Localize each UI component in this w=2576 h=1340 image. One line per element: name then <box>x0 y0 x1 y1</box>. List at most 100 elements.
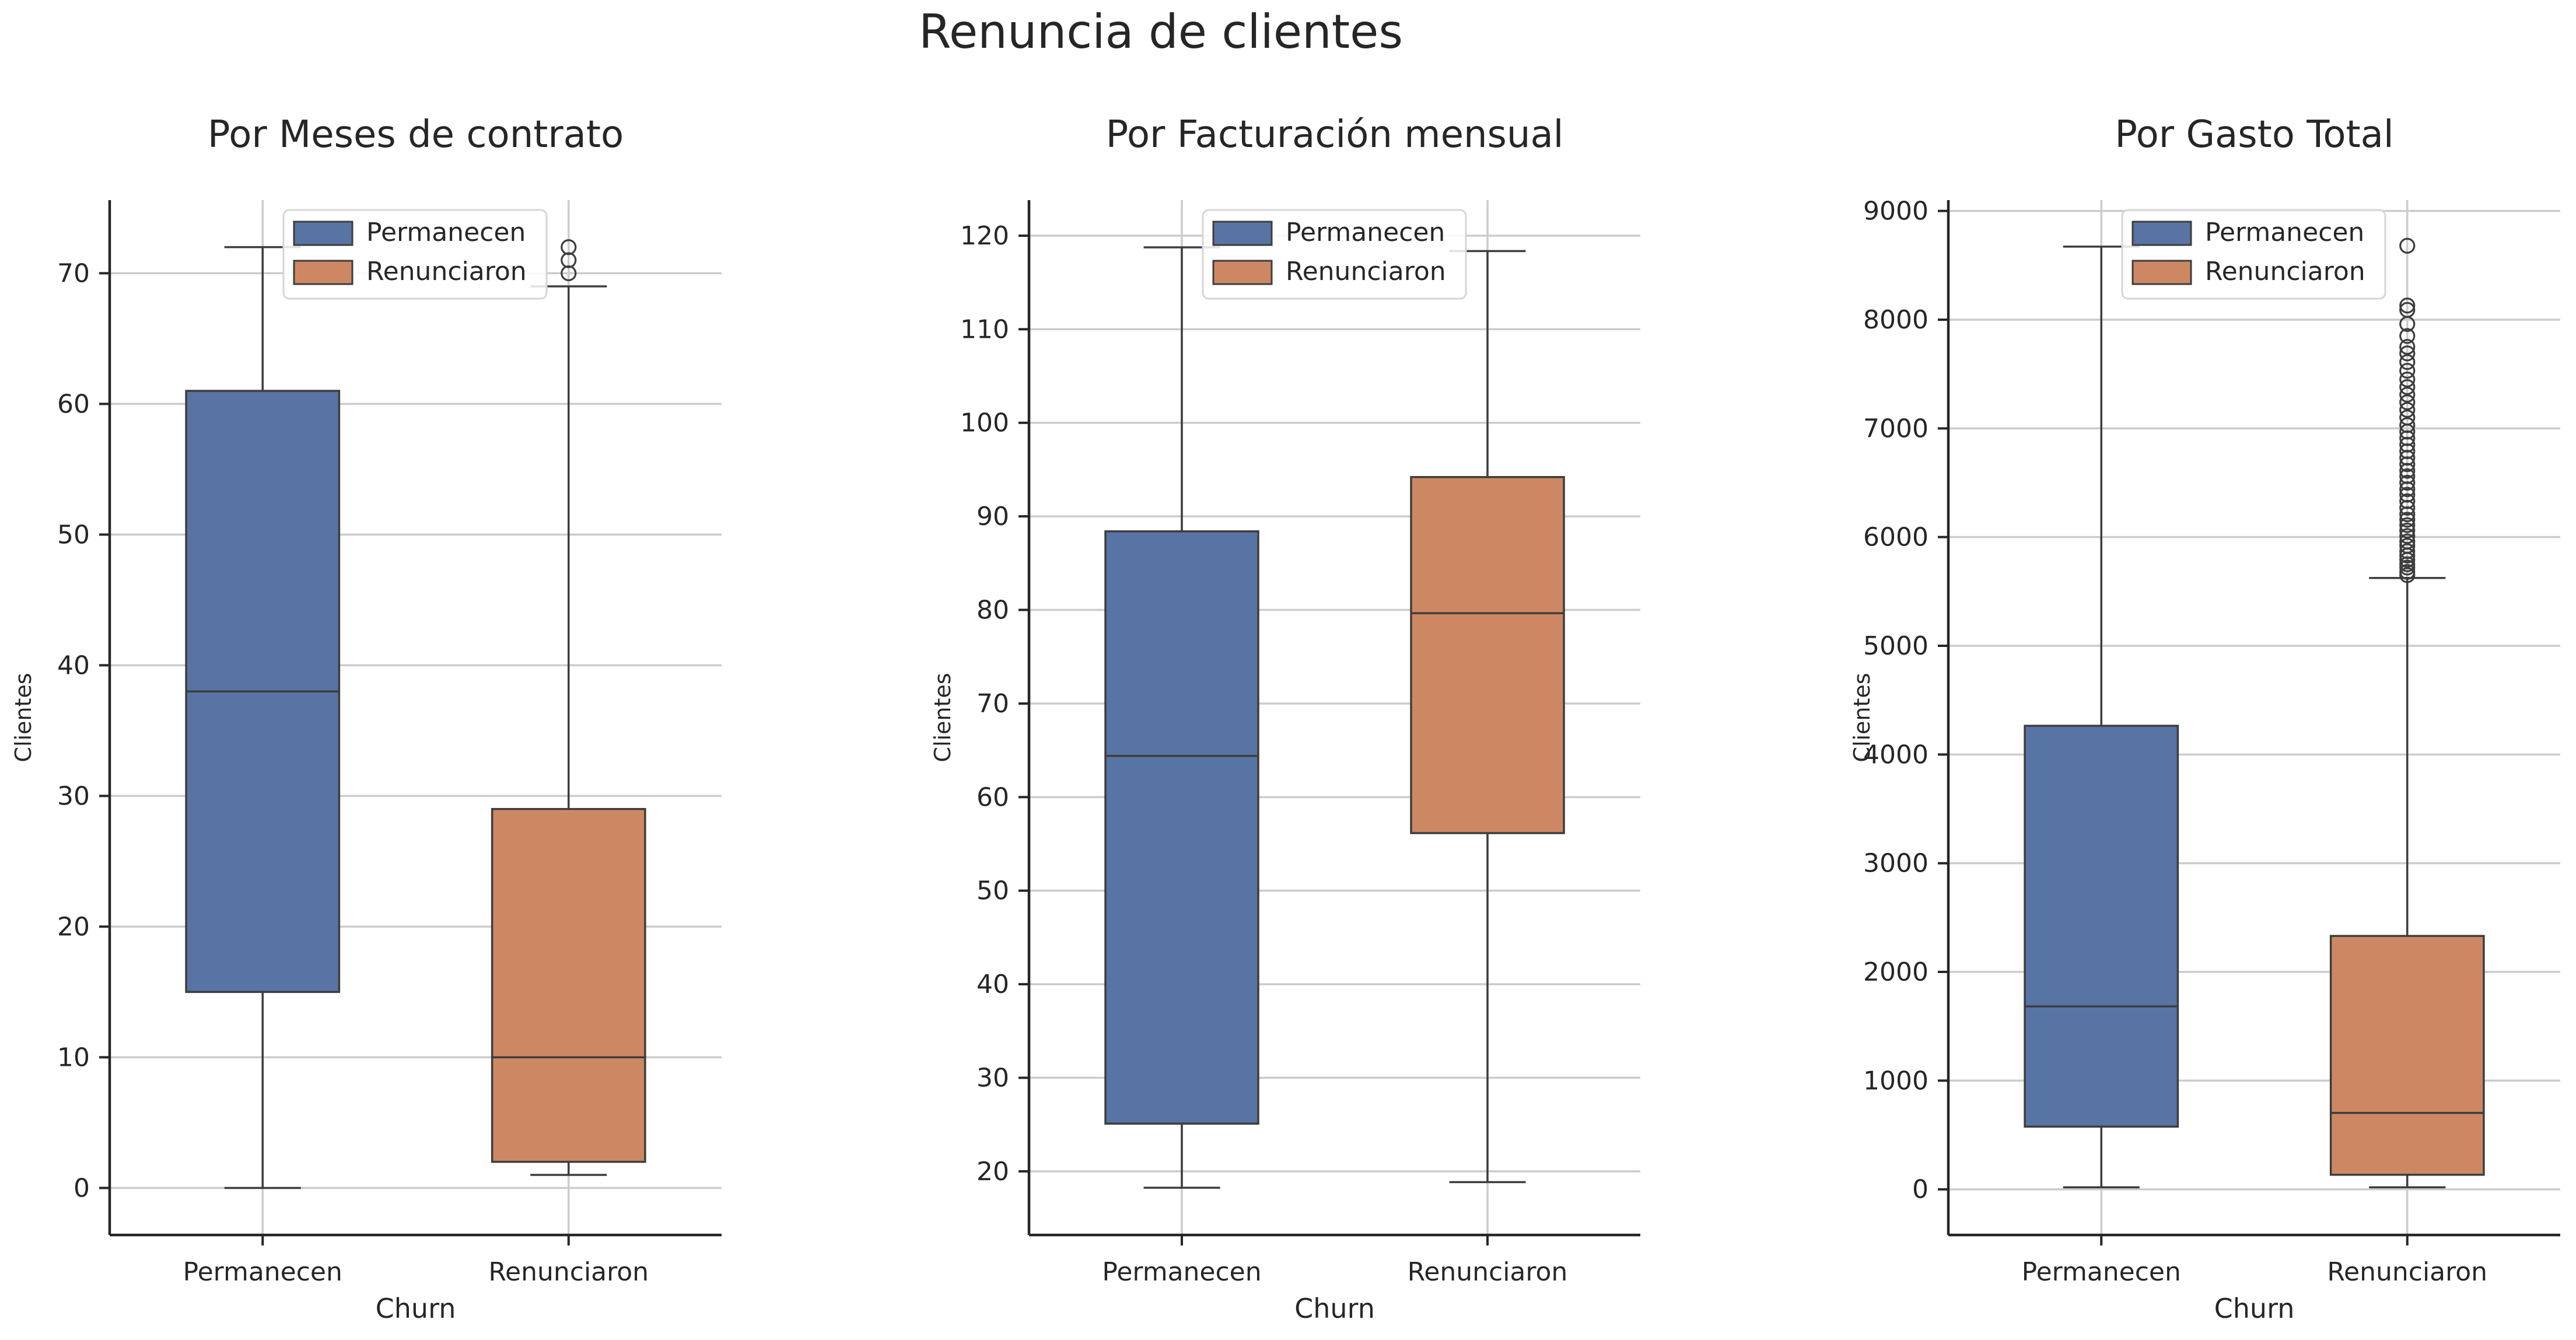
subplot-1: 0 10 20 30 40 50 60 70 Permanecen Renunciaron Chur… <box>10 113 722 1324</box>
y-tick-label: 70 <box>977 689 1009 719</box>
outlier-point <box>2399 362 2416 379</box>
box-renunciaron <box>491 239 646 1176</box>
legend-swatch <box>2132 260 2192 285</box>
outlier-point <box>561 252 577 268</box>
y-tick-label: 8000 <box>1863 305 1929 335</box>
box-iqr <box>491 808 646 1163</box>
outlier-point <box>2399 298 2416 314</box>
subplot-title: Por Gasto Total <box>2115 113 2393 156</box>
outlier-point <box>2399 417 2416 433</box>
x-tick-label: Permanecen <box>183 1257 342 1287</box>
outlier-point <box>2399 345 2416 362</box>
outlier-point <box>2399 533 2416 550</box>
outlier-point <box>2399 528 2416 544</box>
outlier-point <box>561 239 577 256</box>
outlier-point <box>2399 564 2416 580</box>
y-tick-label: 20 <box>57 912 90 942</box>
legend-swatch <box>293 221 354 246</box>
outlier-point <box>2399 450 2416 466</box>
y-tick-label: 0 <box>1912 1175 1929 1205</box>
figure-title: Renuncia de clientes <box>919 5 1403 59</box>
subplots: 0 10 20 30 40 50 60 70 Permanecen Renunciaron Chur… <box>10 113 2560 1324</box>
box-iqr <box>2329 935 2485 1176</box>
x-tick-label: Permanecen <box>2022 1257 2181 1287</box>
outlier-point <box>2399 386 2416 403</box>
outlier-point <box>2399 456 2416 473</box>
outlier-point <box>2399 481 2416 498</box>
y-tick-label: 80 <box>977 596 1009 625</box>
subplot-2: 20 30 40 50 60 70 80 90 100 110 120 Permanecen Renun… <box>930 113 1640 1324</box>
legend-label: Renunciaron <box>1286 257 1446 286</box>
outlier-point <box>2399 474 2416 491</box>
legend: Permanecen Renunciaron <box>1202 209 1467 300</box>
y-tick-label: 9000 <box>1863 197 1929 226</box>
outlier-point <box>2399 328 2416 344</box>
box-iqr <box>2024 725 2179 1128</box>
y-tick-label: 0 <box>74 1173 90 1203</box>
legend: Permanecen Renunciaron <box>282 209 548 300</box>
box-renunciaron <box>1410 250 1565 1184</box>
y-tick-label: 100 <box>960 408 1009 438</box>
outlier-point <box>2399 556 2416 572</box>
legend-label: Renunciaron <box>366 257 527 286</box>
legend-label: Permanecen <box>2205 218 2364 247</box>
legend-label: Permanecen <box>1286 218 1445 247</box>
y-tick-label: 70 <box>57 258 90 288</box>
box-iqr <box>1410 476 1565 834</box>
box-permanecen <box>185 246 341 1189</box>
legend-label: Renunciaron <box>2205 257 2365 286</box>
y-tick-label: 6000 <box>1863 523 1929 552</box>
legend: Permanecen Renunciaron <box>2121 209 2386 300</box>
outlier-point <box>2399 443 2416 460</box>
outlier-point <box>2399 394 2416 411</box>
y-tick-label: 60 <box>57 389 90 419</box>
legend-swatch <box>1212 260 1273 285</box>
outlier-point <box>2399 354 2416 370</box>
box-permanecen <box>1104 246 1259 1189</box>
y-tick-label: 30 <box>977 1063 1009 1093</box>
x-tick-label: Renunciaron <box>2327 1257 2487 1287</box>
legend-swatch <box>2132 221 2192 246</box>
outlier-point <box>2399 543 2416 559</box>
y-tick-label: 7000 <box>1863 414 1929 443</box>
y-axis-label: Clientes <box>1849 673 1875 762</box>
outlier-point <box>2399 430 2416 446</box>
y-tick-label: 20 <box>977 1157 1009 1187</box>
outlier-point <box>2399 517 2416 533</box>
outlier-point <box>2399 468 2416 484</box>
y-tick-label: 110 <box>960 314 1009 344</box>
outlier-point <box>2399 537 2416 554</box>
outlier-point <box>2399 463 2416 479</box>
subplot-title: Por Meses de contrato <box>208 113 624 156</box>
box-permanecen <box>2024 246 2179 1188</box>
outlier-point <box>2399 402 2416 418</box>
outlier-point <box>2399 506 2416 523</box>
y-tick-label: 50 <box>57 520 90 550</box>
outlier-point <box>2399 237 2416 254</box>
x-tick-label: Permanecen <box>1102 1257 1261 1287</box>
x-axis-label: Churn <box>1294 1293 1375 1324</box>
legend-label: Permanecen <box>366 218 526 247</box>
y-axis-label: Clientes <box>10 673 36 762</box>
outlier-point <box>2399 512 2416 528</box>
y-tick-label: 30 <box>57 781 90 811</box>
outlier-point <box>2399 371 2416 388</box>
y-tick-label: 120 <box>960 221 1009 251</box>
y-tick-label: 60 <box>977 782 1009 812</box>
x-axis-label: Churn <box>376 1293 456 1324</box>
y-tick-label: 50 <box>977 876 1009 906</box>
outlier-point <box>2399 436 2416 453</box>
y-tick-label: 4000 <box>1863 740 1929 769</box>
x-tick-label: Renunciaron <box>488 1257 649 1287</box>
outlier-point <box>2399 522 2416 539</box>
y-tick-label: 90 <box>977 502 1009 531</box>
y-tick-label: 5000 <box>1863 631 1929 661</box>
y-tick-label: 40 <box>977 970 1009 999</box>
subplot-title: Por Facturación mensual <box>1106 113 1564 156</box>
y-tick-label: 2000 <box>1863 957 1929 987</box>
x-tick-label: Renunciaron <box>1408 1257 1568 1287</box>
subplot-3: 0 1000 2000 3000 4000 5000 6000 7000 8000 9000 Per… <box>1849 113 2560 1324</box>
y-tick-label: 40 <box>57 650 90 680</box>
outlier-point <box>2399 487 2416 503</box>
